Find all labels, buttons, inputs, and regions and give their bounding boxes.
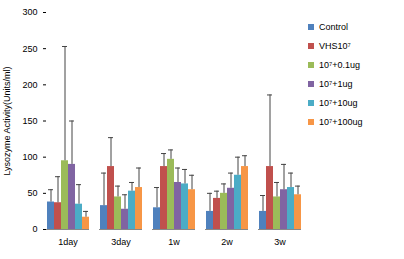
svg-text:Lysozyme Activity(Units/ml): Lysozyme Activity(Units/ml) xyxy=(2,66,12,175)
svg-text:3day: 3day xyxy=(111,237,131,247)
svg-text:1w: 1w xyxy=(168,237,180,247)
svg-text:1day: 1day xyxy=(58,237,78,247)
html-text:10⁷+100ug: 10⁷+100ug xyxy=(319,117,363,127)
html-text:10⁷+0.1ug: 10⁷+0.1ug xyxy=(319,60,360,70)
svg-text:2w: 2w xyxy=(221,237,233,247)
svg-text:200: 200 xyxy=(22,80,37,90)
svg-text:300: 300 xyxy=(22,7,37,17)
svg-text:150: 150 xyxy=(22,116,37,126)
html-text:10⁷+10ug: 10⁷+10ug xyxy=(319,98,358,108)
html-text:10⁷+1ug: 10⁷+1ug xyxy=(319,79,353,89)
svg-text:3w: 3w xyxy=(274,237,286,247)
svg-text:50: 50 xyxy=(27,188,37,198)
svg-text:100: 100 xyxy=(22,152,37,162)
svg-text:250: 250 xyxy=(22,44,37,54)
html-text:Control: Control xyxy=(319,22,348,32)
html-text:VHS10⁷: VHS10⁷ xyxy=(319,41,351,51)
svg-text:0: 0 xyxy=(32,224,37,234)
